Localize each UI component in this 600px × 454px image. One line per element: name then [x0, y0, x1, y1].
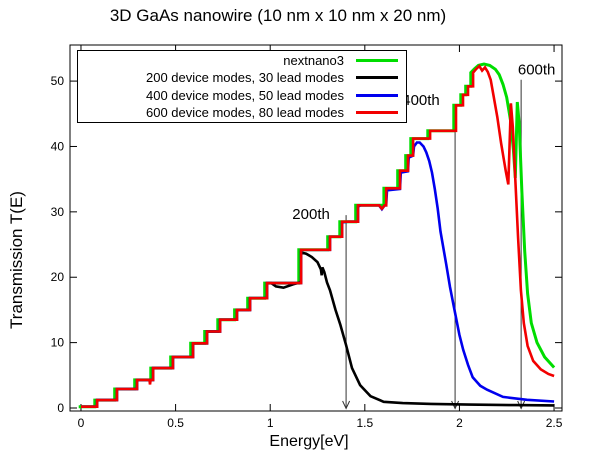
x-tick-label: 0.5: [167, 416, 184, 430]
legend-item: 200 device modes, 30 lead modes: [78, 69, 406, 86]
legend-item: 600 device modes, 80 lead modes: [78, 104, 406, 121]
plot-frame: [69, 44, 563, 412]
annotation-arrow-head: [342, 400, 351, 410]
legend-item-label: 200 device modes, 30 lead modes: [145, 70, 344, 86]
y-tick-label: 10: [51, 336, 65, 350]
legend-item: nextnano3: [78, 52, 406, 69]
legend-item-label: 600 device modes, 80 lead modes: [145, 104, 344, 120]
x-tick-label: 2.5: [546, 416, 563, 430]
legend-line-swatch: [356, 110, 398, 114]
annotation-label: 400th: [402, 92, 440, 109]
y-tick-label: 40: [51, 139, 65, 153]
x-tick-label: 1: [267, 416, 274, 430]
series-line-200-device-modes-30-lead-modes: [81, 250, 555, 409]
y-tick-label: 0: [57, 401, 64, 415]
legend-item-label: nextnano3: [283, 53, 344, 69]
x-tick-label: 2: [456, 416, 463, 430]
legend-line-swatch: [356, 76, 398, 80]
series-line-600-device-modes-80-lead-modes: [81, 64, 555, 409]
legend-line-swatch: [356, 93, 398, 97]
series-line-nextnano3: [78, 62, 556, 409]
legend-item-label: 400 device modes, 50 lead modes: [145, 87, 344, 103]
annotation-label: 600th: [518, 61, 556, 78]
annotation-arrow-head: [517, 400, 526, 410]
x-tick-label: 0: [78, 416, 85, 430]
chart-title: 3D GaAs nanowire (10 nm x 10 nm x 20 nm): [109, 6, 447, 25]
x-tick-label: 1.5: [356, 416, 373, 430]
y-tick-label: 30: [51, 205, 65, 219]
x-axis-title: Energy[eV]: [269, 433, 349, 450]
y-tick-label: 50: [51, 74, 65, 88]
annotation-label: 200th: [292, 206, 330, 223]
legend-line-swatch: [356, 59, 398, 63]
legend: nextnano3 200 device modes, 30 lead mode…: [77, 50, 407, 123]
legend-item: 400 device modes, 50 lead modes: [78, 87, 406, 104]
y-tick-label: 20: [51, 270, 65, 284]
